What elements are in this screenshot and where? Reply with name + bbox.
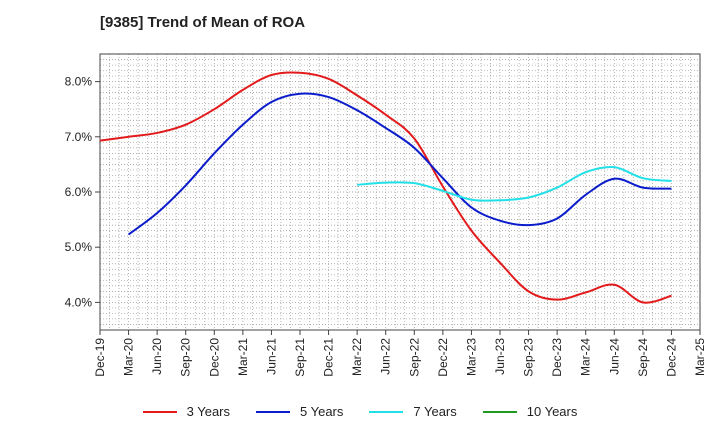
legend-swatch — [482, 410, 517, 413]
y-tick-label: 5.0% — [65, 240, 93, 254]
x-tick-label: Jun-24 — [607, 338, 621, 375]
legend-swatch — [369, 410, 404, 413]
x-tick-label: Jun-21 — [264, 338, 278, 375]
legend-swatch — [142, 410, 177, 413]
x-tick-label: Sep-21 — [293, 338, 307, 377]
x-tick-label: Mar-22 — [350, 338, 364, 376]
legend-item-7-years: 7 Years — [369, 404, 457, 419]
x-tick-label: Mar-23 — [464, 338, 478, 376]
x-tick-label: Mar-20 — [122, 338, 136, 376]
legend: 3 Years 5 Years 7 Years 10 Years — [0, 404, 720, 419]
x-tick-label: Dec-19 — [93, 338, 107, 377]
legend-item-3-years: 3 Years — [142, 404, 230, 419]
x-tick-label: Jun-20 — [150, 338, 164, 375]
legend-label: 10 Years — [526, 404, 578, 419]
chart-title: [9385] Trend of Mean of ROA — [100, 14, 306, 31]
x-tick-label: Dec-23 — [550, 338, 564, 377]
legend-item-5-years: 5 Years — [256, 404, 343, 419]
y-tick-label: 6.0% — [65, 185, 93, 199]
legend-item-10-years: 10 Years — [482, 404, 578, 419]
x-tick-label: Mar-24 — [579, 338, 593, 376]
x-tick-label: Mar-25 — [693, 338, 707, 376]
x-tick-label: Jun-22 — [379, 338, 393, 375]
x-tick-label: Dec-21 — [322, 338, 336, 377]
y-tick-label: 8.0% — [65, 75, 93, 89]
series-line-3-years — [99, 71, 672, 304]
legend-label: 5 Years — [300, 404, 344, 419]
x-tick-label: Mar-21 — [236, 338, 250, 376]
y-tick-label: 7.0% — [65, 130, 93, 144]
legend-label: 7 Years — [413, 404, 457, 419]
x-tick-label: Sep-22 — [407, 338, 421, 377]
x-tick-label: Dec-20 — [207, 338, 221, 377]
x-tick-label: Dec-22 — [436, 338, 450, 377]
x-tick-label: Sep-20 — [179, 338, 193, 377]
x-tick-label: Sep-24 — [636, 338, 650, 377]
legend-label: 3 Years — [186, 404, 230, 419]
x-tick-label: Dec-24 — [664, 338, 678, 377]
y-tick-label: 4.0% — [65, 295, 93, 309]
legend-swatch — [256, 410, 290, 413]
series-line-5-years — [127, 92, 672, 236]
x-tick-label: Sep-23 — [522, 338, 536, 377]
series-line-7-years — [357, 165, 672, 202]
x-tick-label: Jun-23 — [493, 338, 507, 375]
